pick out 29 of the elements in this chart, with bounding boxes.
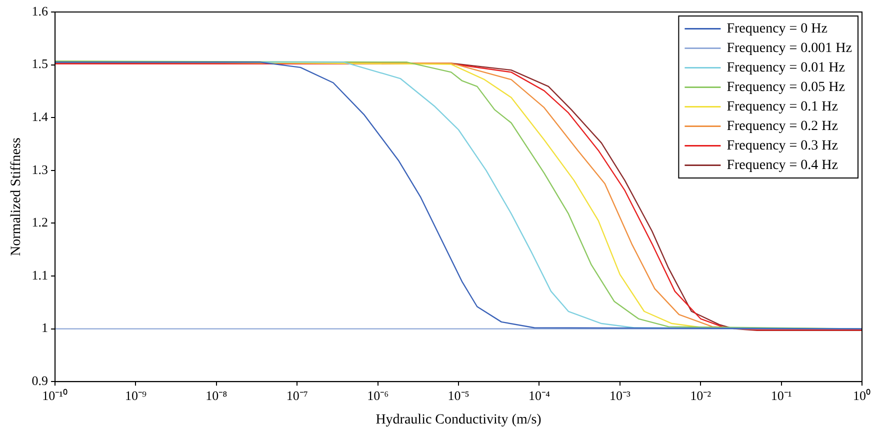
y-tick-label: 1.4 (32, 109, 49, 124)
legend-label: Frequency = 0.2 Hz (726, 118, 838, 134)
x-tick-label: 10⁻⁵ (448, 388, 470, 403)
y-tick-label: 1 (42, 320, 48, 336)
x-tick-label: 10⁻¹⁰ (42, 388, 68, 403)
x-tick-label: 10⁻⁴ (528, 388, 550, 403)
y-tick-label: 1.5 (32, 56, 48, 72)
x-tick-label: 10⁻¹ (770, 388, 792, 403)
legend-label: Frequency = 0.3 Hz (726, 138, 838, 154)
legend-label: Frequency = 0.1 Hz (726, 99, 838, 114)
x-tick-label: 10⁻⁷ (286, 388, 308, 403)
x-axis-title: Hydraulic Conductivity (m/s) (376, 412, 542, 428)
x-tick-label: 10⁻⁹ (124, 388, 147, 403)
legend-label: Frequency = 0.01 Hz (726, 60, 846, 76)
x-tick-label: 10⁻⁶ (367, 388, 389, 403)
y-axis-title: Normalized Stiffness (9, 138, 24, 256)
legend-label: Frequency = 0 Hz (726, 21, 828, 36)
y-tick-label: 1.6 (32, 3, 49, 18)
legend-label: Frequency = 0.001 Hz (726, 40, 852, 56)
y-tick-label: 1.3 (32, 162, 48, 177)
legend-label: Frequency = 0.05 Hz (726, 80, 846, 95)
x-tick-label: 10⁻³ (609, 388, 630, 403)
y-tick-label: 0.9 (32, 373, 48, 388)
y-tick-label: 1.1 (32, 267, 48, 282)
x-tick-label: 10⁻⁸ (206, 388, 228, 403)
legend-label: Frequency = 0.4 Hz (726, 158, 838, 173)
x-tick-label: 10⁻² (690, 388, 712, 403)
y-tick-label: 1.2 (32, 214, 48, 230)
x-tick-label: 10⁰ (853, 388, 871, 403)
